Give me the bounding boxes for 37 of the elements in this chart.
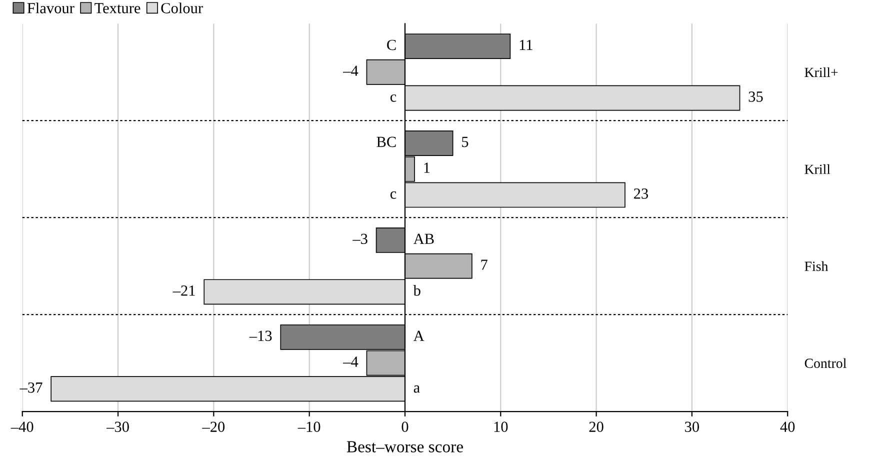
x-tick-label: 10 [494, 422, 508, 432]
x-tick-label: –30 [106, 422, 129, 432]
annotation: A [413, 330, 424, 341]
data-label: 7 [481, 260, 488, 270]
data-label: –37 [20, 382, 42, 393]
data-label: –13 [249, 330, 272, 341]
data-label: 11 [520, 40, 532, 50]
x-tick-label: –10 [298, 422, 320, 432]
data-label: 35 [748, 92, 763, 102]
y-tick-label: Fish [804, 261, 828, 272]
annotation: a [414, 385, 420, 393]
annotation: C [387, 40, 396, 50]
annotation: AB [413, 234, 434, 244]
data-label: –21 [172, 285, 195, 296]
annotation: BC [376, 136, 396, 148]
x-tick-label: 20 [589, 422, 604, 432]
data-label: –3 [352, 234, 368, 244]
y-tick-label: Control [804, 358, 846, 368]
y-tick-label: Krill [804, 164, 830, 174]
x-tick-label: 0 [402, 422, 408, 432]
legend-label: Texture [94, 3, 140, 14]
legend-label: Colour [161, 2, 203, 14]
annotation: b [413, 284, 420, 296]
x-tick-label: 40 [780, 422, 795, 432]
x-tick-label: 30 [685, 422, 700, 432]
data-label: 23 [634, 188, 648, 199]
data-label: 1 [424, 162, 430, 173]
annotation: c [390, 94, 396, 102]
legend-label: Flavour [27, 2, 74, 14]
data-label: –4 [343, 66, 358, 76]
annotation: c [390, 191, 396, 199]
x-tick-label: –20 [202, 422, 225, 432]
data-label: 5 [462, 136, 468, 148]
y-tick-label: Krill+ [804, 67, 838, 77]
x-tick-label: –40 [10, 422, 34, 432]
x-axis-title: Best–worse score [346, 441, 463, 452]
data-label: –4 [343, 356, 358, 367]
